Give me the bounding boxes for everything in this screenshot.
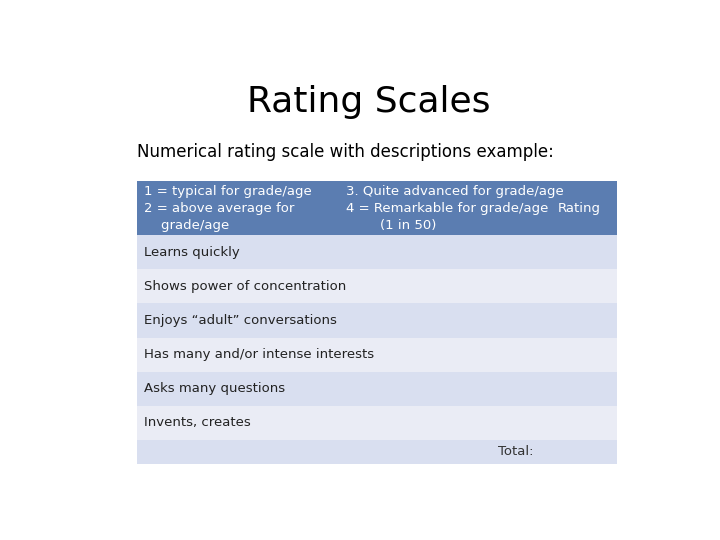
Text: Numerical rating scale with descriptions example:: Numerical rating scale with descriptions… [138,143,554,161]
Text: Shows power of concentration: Shows power of concentration [144,280,346,293]
FancyBboxPatch shape [339,269,541,303]
Text: Invents, creates: Invents, creates [144,416,251,429]
FancyBboxPatch shape [541,372,617,406]
FancyBboxPatch shape [541,269,617,303]
Text: Enjoys “adult” conversations: Enjoys “adult” conversations [144,314,337,327]
Text: 3. Quite advanced for grade/age
4 = Remarkable for grade/age
        (1 in 50): 3. Quite advanced for grade/age 4 = Rema… [346,185,564,232]
Text: Rating Scales: Rating Scales [247,85,491,119]
FancyBboxPatch shape [138,269,339,303]
FancyBboxPatch shape [339,440,541,464]
Text: Rating: Rating [557,202,600,215]
FancyBboxPatch shape [339,338,541,372]
Text: 1 = typical for grade/age
2 = above average for
    grade/age: 1 = typical for grade/age 2 = above aver… [144,185,312,232]
FancyBboxPatch shape [138,181,339,235]
FancyBboxPatch shape [339,372,541,406]
FancyBboxPatch shape [541,338,617,372]
Text: Has many and/or intense interests: Has many and/or intense interests [144,348,374,361]
FancyBboxPatch shape [339,406,541,440]
FancyBboxPatch shape [541,235,617,269]
FancyBboxPatch shape [138,440,339,464]
FancyBboxPatch shape [138,406,339,440]
FancyBboxPatch shape [339,181,541,235]
FancyBboxPatch shape [138,372,339,406]
Text: Total:: Total: [498,446,534,458]
FancyBboxPatch shape [138,303,339,338]
FancyBboxPatch shape [541,181,617,235]
FancyBboxPatch shape [339,235,541,269]
FancyBboxPatch shape [138,338,339,372]
Text: Learns quickly: Learns quickly [144,246,240,259]
Text: Asks many questions: Asks many questions [144,382,285,395]
FancyBboxPatch shape [541,406,617,440]
FancyBboxPatch shape [138,235,339,269]
FancyBboxPatch shape [541,440,617,464]
FancyBboxPatch shape [541,303,617,338]
FancyBboxPatch shape [339,303,541,338]
